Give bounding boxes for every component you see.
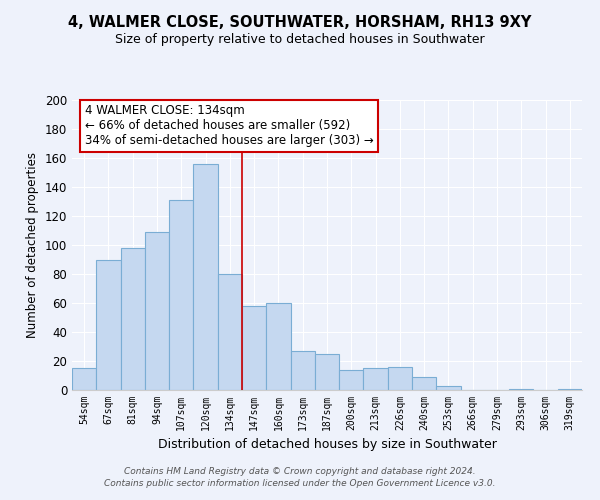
- X-axis label: Distribution of detached houses by size in Southwater: Distribution of detached houses by size …: [158, 438, 496, 452]
- Text: 4 WALMER CLOSE: 134sqm
← 66% of detached houses are smaller (592)
34% of semi-de: 4 WALMER CLOSE: 134sqm ← 66% of detached…: [85, 104, 373, 148]
- Bar: [96, 260, 121, 390]
- Bar: [145, 232, 169, 390]
- Bar: [412, 377, 436, 390]
- Y-axis label: Number of detached properties: Number of detached properties: [26, 152, 39, 338]
- Bar: [339, 370, 364, 390]
- Bar: [169, 200, 193, 390]
- Text: 4, WALMER CLOSE, SOUTHWATER, HORSHAM, RH13 9XY: 4, WALMER CLOSE, SOUTHWATER, HORSHAM, RH…: [68, 15, 532, 30]
- Bar: [266, 303, 290, 390]
- Bar: [558, 388, 582, 390]
- Bar: [290, 351, 315, 390]
- Bar: [193, 164, 218, 390]
- Bar: [72, 368, 96, 390]
- Bar: [388, 367, 412, 390]
- Bar: [436, 386, 461, 390]
- Text: Contains HM Land Registry data © Crown copyright and database right 2024.
Contai: Contains HM Land Registry data © Crown c…: [104, 466, 496, 487]
- Bar: [242, 306, 266, 390]
- Bar: [121, 248, 145, 390]
- Text: Size of property relative to detached houses in Southwater: Size of property relative to detached ho…: [115, 32, 485, 46]
- Bar: [218, 274, 242, 390]
- Bar: [364, 368, 388, 390]
- Bar: [509, 388, 533, 390]
- Bar: [315, 354, 339, 390]
